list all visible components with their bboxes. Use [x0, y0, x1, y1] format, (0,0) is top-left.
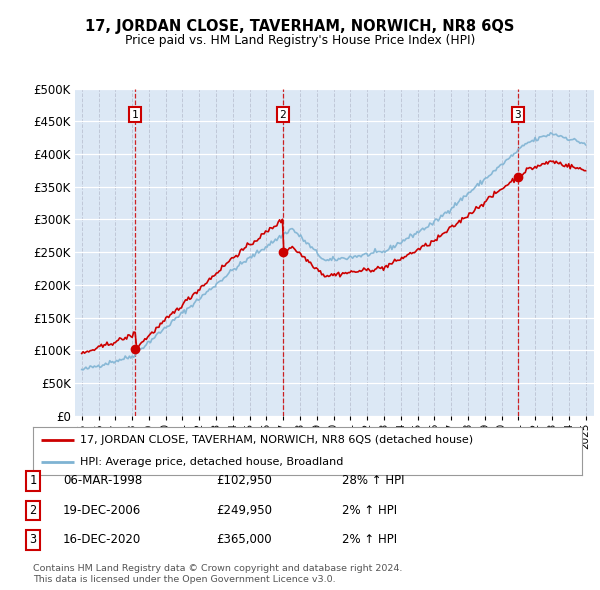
Text: £365,000: £365,000 — [216, 533, 272, 546]
Text: 2% ↑ HPI: 2% ↑ HPI — [342, 504, 397, 517]
Text: 17, JORDAN CLOSE, TAVERHAM, NORWICH, NR8 6QS (detached house): 17, JORDAN CLOSE, TAVERHAM, NORWICH, NR8… — [80, 435, 473, 445]
Text: Price paid vs. HM Land Registry's House Price Index (HPI): Price paid vs. HM Land Registry's House … — [125, 34, 475, 47]
Text: £102,950: £102,950 — [216, 474, 272, 487]
Text: 1: 1 — [29, 474, 37, 487]
Text: Contains HM Land Registry data © Crown copyright and database right 2024.: Contains HM Land Registry data © Crown c… — [33, 565, 403, 573]
Text: 3: 3 — [515, 110, 521, 120]
Text: 16-DEC-2020: 16-DEC-2020 — [63, 533, 141, 546]
Text: 2: 2 — [280, 110, 286, 120]
Text: HPI: Average price, detached house, Broadland: HPI: Average price, detached house, Broa… — [80, 457, 343, 467]
Text: 28% ↑ HPI: 28% ↑ HPI — [342, 474, 404, 487]
Text: £249,950: £249,950 — [216, 504, 272, 517]
Text: 2: 2 — [29, 504, 37, 517]
Text: 2% ↑ HPI: 2% ↑ HPI — [342, 533, 397, 546]
Text: 17, JORDAN CLOSE, TAVERHAM, NORWICH, NR8 6QS: 17, JORDAN CLOSE, TAVERHAM, NORWICH, NR8… — [85, 19, 515, 34]
Text: 3: 3 — [29, 533, 37, 546]
Text: 1: 1 — [132, 110, 139, 120]
Text: 19-DEC-2006: 19-DEC-2006 — [63, 504, 141, 517]
Text: 06-MAR-1998: 06-MAR-1998 — [63, 474, 142, 487]
Text: This data is licensed under the Open Government Licence v3.0.: This data is licensed under the Open Gov… — [33, 575, 335, 584]
